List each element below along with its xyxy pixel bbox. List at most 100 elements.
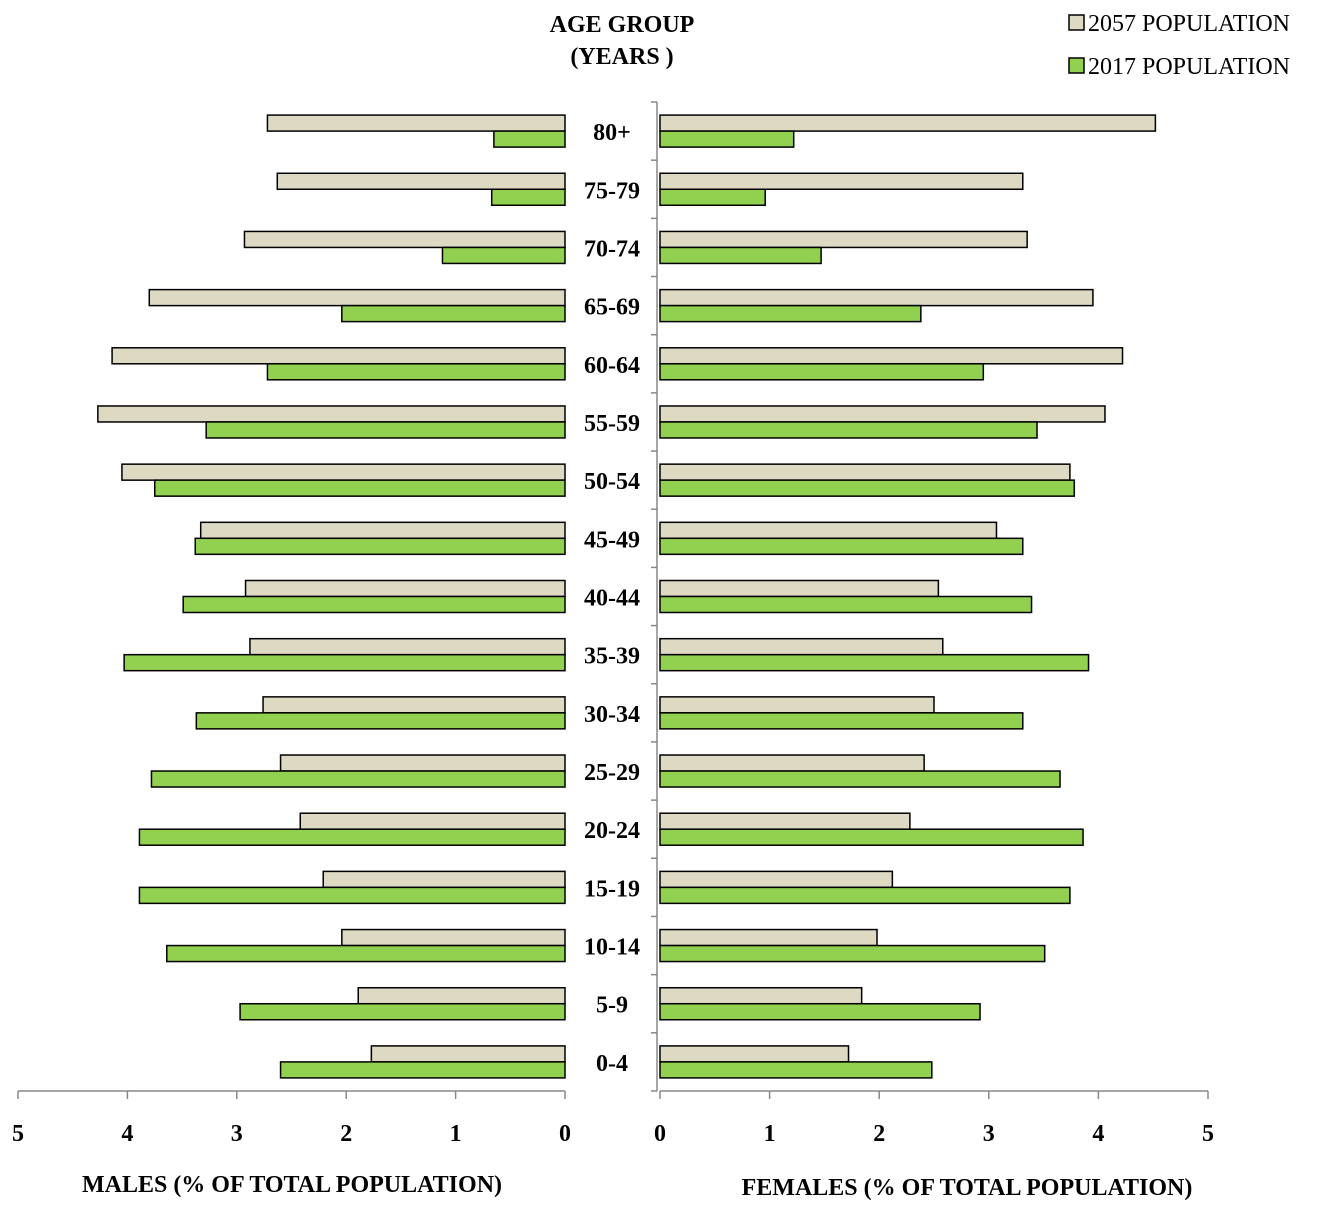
age-group-label: 15-19 (584, 876, 640, 902)
females-bar-2057 (659, 521, 998, 540)
females-axis-title: FEMALES (% OF TOTAL POPULATION) (742, 1175, 1193, 1201)
males-bar-2017 (279, 1061, 566, 1079)
legend-label-2057: 2057 POPULATION (1088, 11, 1290, 37)
males-bar-2057 (357, 986, 566, 1005)
males-bar-2017 (195, 712, 566, 730)
males-bar-2057 (266, 114, 566, 132)
females-bar-2017 (659, 828, 1084, 846)
males-bar-2017 (441, 246, 566, 265)
females-bar-2057 (659, 405, 1106, 423)
males-bar-2057 (148, 288, 566, 307)
females-bar-2057 (659, 579, 940, 598)
age-group-label: 5-9 (596, 993, 628, 1019)
age-group-labels: 80+ 75-79 70-74 65-69 60-64 55-59 50-54 45-49 40… (584, 120, 640, 1077)
males-bar-2057 (341, 928, 566, 947)
age-group-label: 55-59 (584, 411, 640, 437)
males-tick-label: 0 (559, 1121, 571, 1147)
males-bar-2017 (341, 304, 566, 323)
males-bar-2057 (121, 463, 566, 481)
legend: 2057 POPULATION 2017 POPULATION (1068, 11, 1290, 80)
females-tick-label: 0 (654, 1121, 666, 1147)
age-group-label: 60-64 (584, 353, 640, 379)
legend-swatch-2017 (1068, 57, 1085, 74)
females-bar-2057 (659, 288, 1094, 307)
bars (97, 114, 1157, 1079)
males-bar-2057 (244, 579, 566, 598)
age-group-label: 70-74 (584, 236, 640, 262)
males-bar-2057 (199, 521, 566, 540)
males-bar-2057 (111, 347, 566, 365)
females-bar-2057 (659, 172, 1024, 191)
females-bar-2017 (659, 246, 822, 265)
females-bar-2017 (659, 944, 1046, 963)
age-group-label: 25-29 (584, 760, 640, 786)
males-axis-title: MALES (% OF TOTAL POPULATION) (82, 1172, 502, 1198)
females-bar-2017 (659, 1002, 981, 1021)
females-tick-label: 5 (1202, 1121, 1214, 1147)
males-bar-2057 (370, 1045, 566, 1063)
males-bar-2017 (493, 130, 566, 148)
males-bar-2057 (243, 230, 566, 249)
males-bar-2017 (194, 537, 566, 556)
age-group-label: 35-39 (584, 644, 640, 670)
males-bar-2057 (249, 637, 566, 656)
females-bar-2017 (659, 886, 1071, 905)
females-bar-2017 (659, 421, 1038, 439)
age-group-label: 30-34 (584, 702, 640, 728)
males-bar-2017 (182, 595, 566, 614)
females-bar-2057 (659, 463, 1071, 481)
males-bar-2017 (150, 770, 566, 788)
females-x-axis: 0 1 2 3 4 5 (651, 101, 1214, 1147)
females-bar-2057 (659, 347, 1124, 365)
males-bar-2017 (205, 421, 566, 439)
females-bar-2017 (659, 130, 795, 148)
age-group-label: 65-69 (584, 295, 640, 321)
males-tick-label: 1 (450, 1121, 462, 1147)
age-group-label: 75-79 (584, 178, 640, 204)
age-group-label: 80+ (593, 120, 631, 146)
females-bar-2017 (659, 479, 1076, 497)
age-group-label: 0-4 (596, 1051, 628, 1077)
females-bar-2017 (659, 1061, 933, 1079)
males-tick-label: 5 (12, 1121, 24, 1147)
males-bar-2057 (276, 172, 566, 191)
males-bar-2017 (166, 944, 566, 963)
males-bar-2017 (138, 886, 566, 905)
males-bar-2017 (154, 479, 566, 497)
females-bar-2017 (659, 363, 985, 381)
males-bar-2057 (322, 870, 566, 889)
females-bar-2057 (659, 754, 925, 772)
age-group-label: 10-14 (584, 935, 640, 961)
females-bar-2017 (659, 712, 1024, 730)
females-tick-label: 2 (873, 1121, 885, 1147)
males-tick-label: 3 (231, 1121, 243, 1147)
age-group-label: 20-24 (584, 818, 640, 844)
females-bar-2057 (659, 230, 1028, 249)
females-bar-2017 (659, 653, 1090, 672)
males-tick-label: 2 (340, 1121, 352, 1147)
females-bar-2057 (659, 696, 935, 714)
females-bar-2057 (659, 812, 911, 830)
males-tick-label: 4 (121, 1121, 133, 1147)
chart-subtitle: (YEARS ) (570, 44, 673, 70)
females-bar-2017 (659, 188, 766, 207)
age-group-label: 45-49 (584, 527, 640, 553)
males-bar-2017 (266, 363, 566, 381)
females-bar-2017 (659, 595, 1033, 614)
females-bar-2057 (659, 986, 863, 1005)
males-bar-2017 (138, 828, 566, 846)
females-bar-2057 (659, 1045, 850, 1063)
males-bar-2017 (123, 653, 566, 672)
males-x-axis: 5 4 3 2 1 0 (12, 1090, 571, 1147)
chart-title: AGE GROUP (550, 12, 695, 38)
females-bar-2057 (659, 637, 944, 656)
legend-label-2017: 2017 POPULATION (1088, 54, 1290, 80)
males-bar-2057 (279, 754, 566, 772)
females-bar-2057 (659, 928, 878, 947)
males-bar-2057 (97, 405, 566, 423)
age-group-label: 40-44 (584, 586, 640, 612)
males-bar-2057 (299, 812, 566, 830)
females-bar-2057 (659, 114, 1157, 132)
males-bar-2017 (490, 188, 566, 207)
females-bar-2017 (659, 537, 1024, 556)
